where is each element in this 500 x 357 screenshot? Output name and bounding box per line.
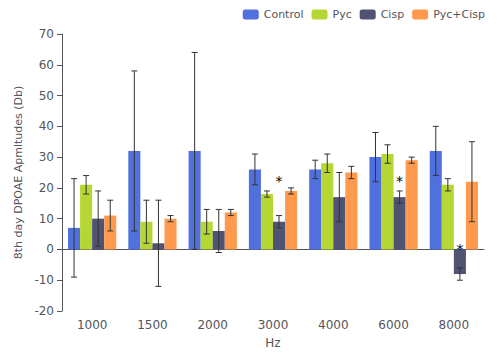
svg-text:-10: -10: [34, 273, 54, 287]
svg-text:Pyc+Cisp: Pyc+Cisp: [433, 8, 485, 21]
svg-text:8000: 8000: [439, 318, 470, 332]
svg-text:-20: -20: [34, 304, 54, 318]
svg-text:0: 0: [46, 242, 54, 256]
svg-text:Control: Control: [264, 8, 304, 21]
svg-text:*: *: [396, 173, 403, 189]
svg-text:20: 20: [39, 181, 54, 195]
svg-text:40: 40: [39, 119, 54, 133]
svg-text:*: *: [456, 241, 463, 257]
svg-text:60: 60: [39, 58, 54, 72]
svg-text:50: 50: [39, 89, 54, 103]
svg-text:8th day DPOAE Apmltudes (Db): 8th day DPOAE Apmltudes (Db): [12, 86, 25, 260]
svg-text:6000: 6000: [378, 318, 409, 332]
svg-text:Pyc: Pyc: [333, 8, 352, 21]
svg-text:4000: 4000: [318, 318, 349, 332]
svg-text:Hz: Hz: [265, 336, 280, 350]
svg-text:70: 70: [39, 27, 54, 41]
svg-text:30: 30: [39, 150, 54, 164]
svg-text:3000: 3000: [258, 318, 289, 332]
svg-text:2000: 2000: [197, 318, 228, 332]
svg-text:Cisp: Cisp: [381, 8, 404, 21]
svg-text:1500: 1500: [137, 318, 168, 332]
svg-text:10: 10: [39, 212, 54, 226]
svg-text:*: *: [276, 173, 283, 189]
svg-text:1000: 1000: [77, 318, 108, 332]
